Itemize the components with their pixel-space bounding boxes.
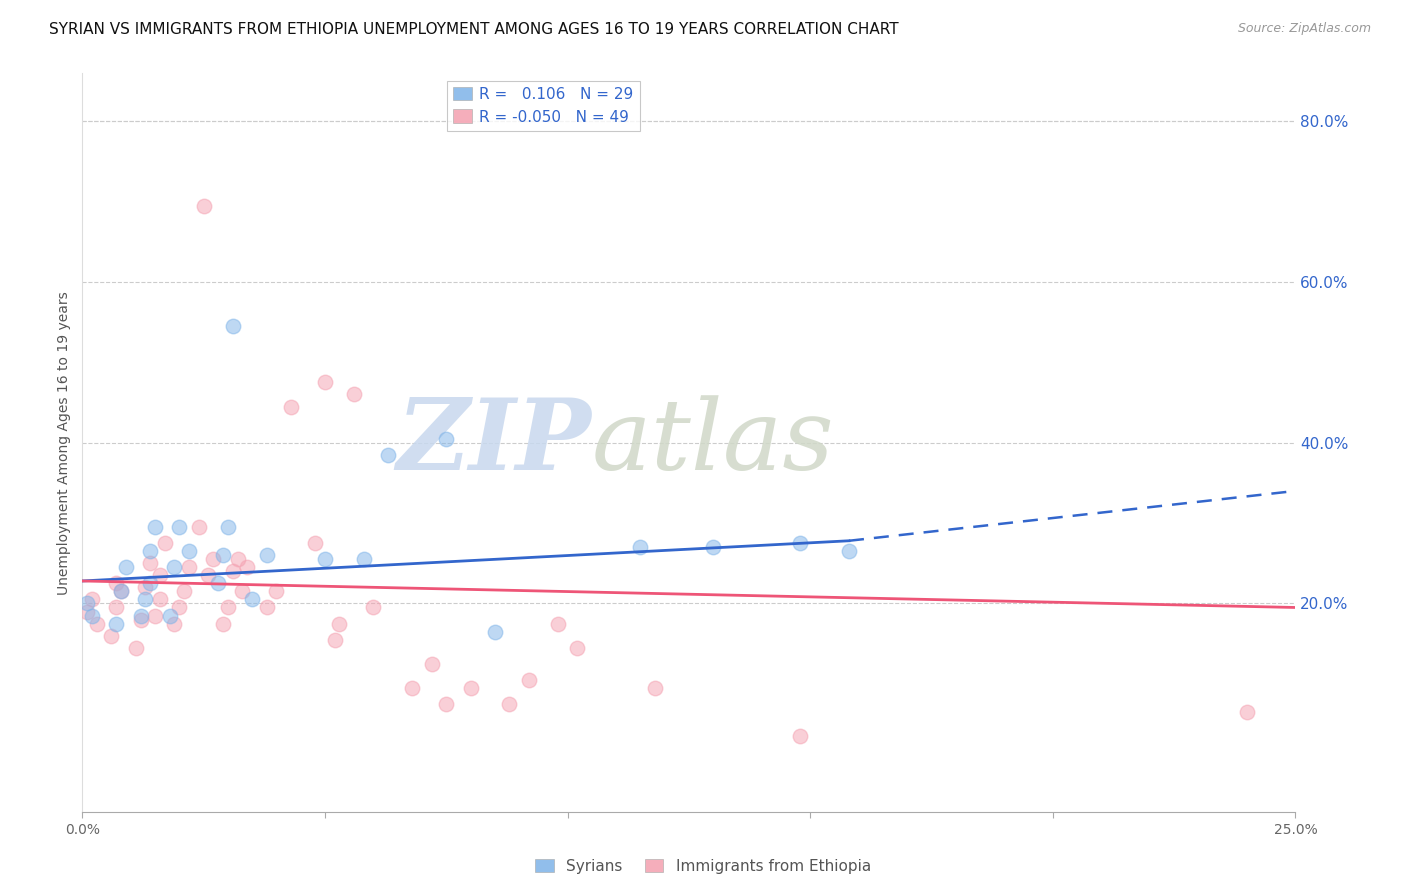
- Point: [304, 536, 326, 550]
- Point: [353, 552, 375, 566]
- Point: [129, 613, 152, 627]
- Point: [323, 632, 346, 647]
- Point: [314, 376, 336, 390]
- Point: [139, 544, 162, 558]
- Point: [149, 568, 172, 582]
- Point: [222, 564, 245, 578]
- Point: [149, 592, 172, 607]
- Point: [212, 548, 235, 562]
- Point: [363, 600, 385, 615]
- Point: [159, 608, 181, 623]
- Text: atlas: atlas: [592, 395, 835, 491]
- Point: [187, 520, 209, 534]
- Point: [280, 400, 302, 414]
- Point: [134, 581, 156, 595]
- Point: [484, 624, 506, 639]
- Point: [460, 681, 482, 695]
- Point: [236, 560, 259, 574]
- Point: [212, 616, 235, 631]
- Point: [314, 552, 336, 566]
- Point: [139, 556, 162, 570]
- Point: [420, 657, 443, 671]
- Text: ZIP: ZIP: [396, 394, 592, 491]
- Point: [177, 544, 200, 558]
- Point: [197, 568, 219, 582]
- Point: [100, 629, 122, 643]
- Point: [328, 616, 350, 631]
- Point: [105, 600, 128, 615]
- Point: [110, 584, 132, 599]
- Point: [401, 681, 423, 695]
- Point: [129, 608, 152, 623]
- Point: [115, 560, 138, 574]
- Point: [434, 697, 457, 711]
- Text: Source: ZipAtlas.com: Source: ZipAtlas.com: [1237, 22, 1371, 36]
- Point: [163, 616, 186, 631]
- Point: [434, 432, 457, 446]
- Point: [207, 576, 229, 591]
- Point: [517, 673, 540, 687]
- Point: [644, 681, 666, 695]
- Point: [202, 552, 225, 566]
- Point: [628, 540, 651, 554]
- Point: [76, 605, 98, 619]
- Point: [838, 544, 860, 558]
- Point: [231, 584, 253, 599]
- Point: [789, 729, 811, 743]
- Point: [169, 600, 191, 615]
- Point: [105, 616, 128, 631]
- Point: [222, 319, 245, 334]
- Point: [217, 600, 239, 615]
- Legend: R =   0.106   N = 29, R = -0.050   N = 49: R = 0.106 N = 29, R = -0.050 N = 49: [447, 80, 640, 130]
- Text: SYRIAN VS IMMIGRANTS FROM ETHIOPIA UNEMPLOYMENT AMONG AGES 16 TO 19 YEARS CORREL: SYRIAN VS IMMIGRANTS FROM ETHIOPIA UNEMP…: [49, 22, 898, 37]
- Point: [153, 536, 176, 550]
- Point: [217, 520, 239, 534]
- Point: [240, 592, 263, 607]
- Point: [256, 600, 278, 615]
- Point: [143, 520, 166, 534]
- Point: [143, 608, 166, 623]
- Legend: Syrians, Immigrants from Ethiopia: Syrians, Immigrants from Ethiopia: [529, 853, 877, 880]
- Point: [134, 592, 156, 607]
- Point: [80, 592, 103, 607]
- Point: [343, 387, 366, 401]
- Point: [567, 640, 589, 655]
- Point: [789, 536, 811, 550]
- Point: [163, 560, 186, 574]
- Point: [266, 584, 288, 599]
- Point: [173, 584, 195, 599]
- Point: [193, 198, 215, 212]
- Point: [377, 448, 399, 462]
- Point: [86, 616, 108, 631]
- Point: [498, 697, 520, 711]
- Point: [76, 597, 98, 611]
- Point: [702, 540, 724, 554]
- Point: [177, 560, 200, 574]
- Point: [139, 576, 162, 591]
- Point: [256, 548, 278, 562]
- Point: [105, 576, 128, 591]
- Point: [169, 520, 191, 534]
- Point: [547, 616, 569, 631]
- Point: [226, 552, 249, 566]
- Point: [80, 608, 103, 623]
- Point: [110, 584, 132, 599]
- Point: [1236, 705, 1258, 719]
- Y-axis label: Unemployment Among Ages 16 to 19 years: Unemployment Among Ages 16 to 19 years: [58, 291, 72, 595]
- Point: [124, 640, 146, 655]
